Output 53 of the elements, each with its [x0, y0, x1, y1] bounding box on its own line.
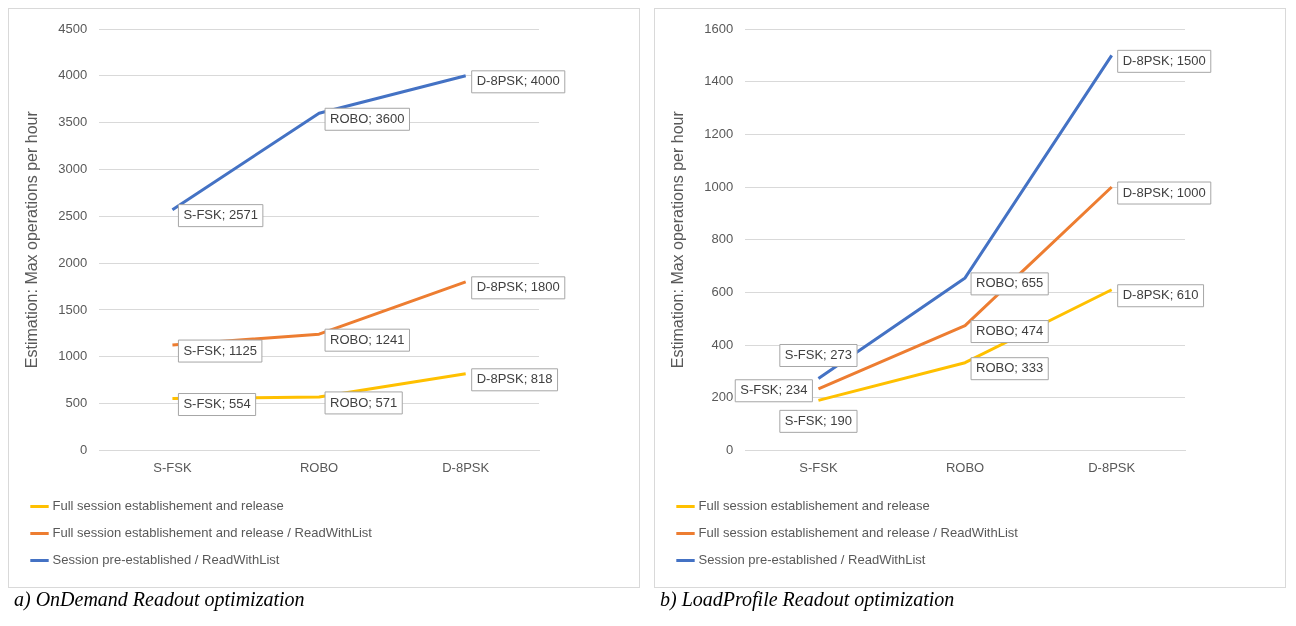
y-tick-label: 1200 — [704, 125, 734, 141]
y-tick-label: 1000 — [58, 348, 88, 364]
y-tick-label: 0 — [79, 441, 88, 457]
legend-label: Session pre-established / ReadWithList — [52, 552, 280, 568]
x-tick-label: ROBO — [299, 459, 339, 475]
data-label: S-FSK; 234 — [740, 382, 808, 398]
y-tick-label: 800 — [711, 231, 734, 247]
data-label: ROBO; 571 — [330, 394, 398, 410]
y-tick-label: 4500 — [58, 20, 88, 36]
y-tick-label: 4000 — [58, 67, 88, 83]
y-tick-label: 600 — [711, 283, 734, 299]
data-label: D-8PSK; 818 — [476, 371, 553, 387]
data-label: S-FSK; 554 — [183, 396, 251, 412]
text: b) LoadProfile Readout optimization — [660, 588, 956, 611]
x-tick-label: S-FSK — [799, 459, 838, 475]
data-label: D-8PSK; 4000 — [476, 73, 560, 89]
y-axis-title: Estimation: Max operations per hour — [669, 110, 687, 369]
data-label: ROBO; 333 — [976, 360, 1044, 376]
data-label: S-FSK; 1125 — [183, 342, 257, 358]
y-tick-label: 1000 — [704, 178, 734, 194]
y-tick-label: 1400 — [704, 73, 734, 89]
data-label: ROBO; 1241 — [330, 331, 405, 347]
data-label: S-FSK; 273 — [784, 347, 853, 363]
data-label: ROBO; 3600 — [330, 110, 405, 126]
legend-label: Full session establishement and release / ReadWithList — [698, 525, 1019, 541]
y-tick-label: 3000 — [58, 161, 88, 177]
data-label: ROBO; 655 — [976, 275, 1044, 291]
x-tick-label: D-8PSK — [442, 459, 490, 475]
x-tick-label: S-FSK — [153, 459, 192, 475]
y-tick-label: 2500 — [58, 207, 88, 223]
text: a) OnDemand Readout optimization — [14, 588, 306, 611]
data-label: S-FSK; 2571 — [183, 207, 258, 223]
legend-label: Full session establishement and release / ReadWithList — [52, 525, 373, 541]
y-tick-label: 3500 — [58, 114, 88, 130]
data-label: D-8PSK; 1800 — [476, 279, 560, 295]
y-tick-label: 2000 — [58, 254, 88, 270]
data-label: D-8PSK; 610 — [1122, 287, 1199, 303]
legend-label: Full session establishement and release — [698, 498, 930, 514]
y-tick-label: 200 — [711, 389, 734, 405]
legend-label: Session pre-established / ReadWithList — [698, 552, 926, 568]
data-label: D-8PSK; 1000 — [1122, 184, 1206, 200]
y-tick-label: 500 — [65, 395, 88, 411]
y-axis-title: Estimation: Max operations per hour — [23, 110, 41, 369]
y-tick-label: 0 — [725, 441, 734, 457]
y-tick-label: 1500 — [58, 301, 88, 317]
data-label: ROBO; 474 — [976, 323, 1044, 339]
legend-label: Full session establishement and release — [52, 498, 284, 514]
data-label: D-8PSK; 1500 — [1122, 52, 1206, 68]
x-tick-label: ROBO — [945, 459, 985, 475]
y-tick-label: 1600 — [704, 20, 734, 36]
y-tick-label: 400 — [711, 336, 734, 352]
x-tick-label: D-8PSK — [1088, 459, 1136, 475]
data-label: S-FSK; 190 — [784, 412, 853, 428]
